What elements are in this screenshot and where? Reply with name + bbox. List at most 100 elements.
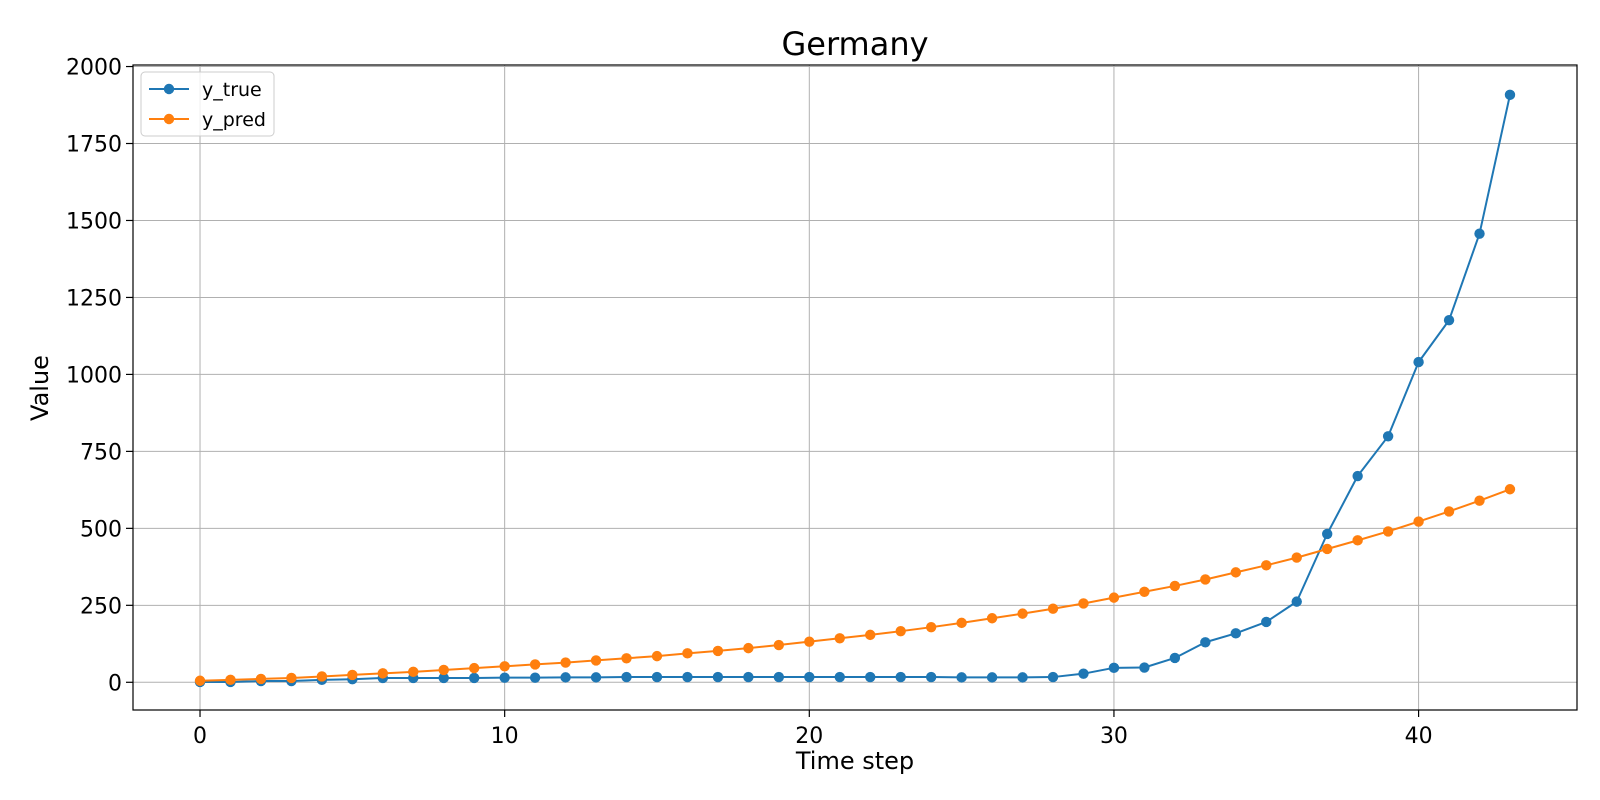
- data-point: [1261, 560, 1272, 571]
- data-point: [438, 672, 449, 684]
- y-tick-label: 2000: [66, 56, 122, 81]
- data-point: [560, 657, 571, 668]
- data-point: [1291, 552, 1302, 563]
- data-point: [651, 650, 663, 662]
- data-point: [1078, 668, 1089, 679]
- data-point: [1169, 652, 1181, 664]
- data-point: [743, 671, 754, 683]
- x-tick-label: 10: [491, 724, 519, 749]
- data-point: [1261, 616, 1272, 628]
- data-point: [590, 672, 602, 683]
- data-point: [743, 642, 754, 654]
- data-point: [590, 655, 602, 666]
- data-point: [1230, 628, 1242, 639]
- x-tick-label: 0: [193, 724, 207, 749]
- data-point: [1169, 580, 1181, 592]
- y-tick-label: 1250: [66, 286, 122, 311]
- legend-item: y_true: [149, 79, 262, 101]
- y-tick-label: 1750: [66, 133, 122, 158]
- data-point: [1382, 431, 1394, 442]
- y-tick-label: 250: [80, 594, 122, 619]
- data-point: [682, 648, 693, 659]
- data-point: [408, 666, 419, 678]
- data-point: [1078, 598, 1089, 609]
- data-point: [834, 633, 845, 644]
- data-point: [1443, 315, 1455, 326]
- data-point: [712, 671, 724, 683]
- data-point: [1413, 356, 1424, 368]
- data-point: [834, 671, 845, 683]
- data-point: [377, 668, 389, 679]
- data-point: [468, 672, 480, 684]
- data-point: [712, 645, 724, 657]
- data-point: [1321, 543, 1333, 555]
- x-axis-title: Time step: [795, 747, 914, 775]
- x-tick-label: 30: [1100, 724, 1128, 749]
- data-point: [1047, 671, 1059, 683]
- series-layer: [194, 89, 1516, 688]
- data-point: [804, 671, 815, 683]
- plot-frame: [132, 64, 1578, 711]
- data-point: [1108, 592, 1120, 603]
- y-tick-label: 1500: [66, 209, 122, 234]
- data-point: [1504, 484, 1516, 495]
- data-point: [651, 671, 663, 683]
- legend-marker: [163, 113, 175, 125]
- data-point: [1321, 528, 1333, 540]
- data-point: [804, 636, 815, 647]
- data-point: [468, 662, 480, 674]
- data-point: [773, 639, 785, 651]
- data-point: [986, 672, 998, 683]
- series-y-pred: [194, 484, 1516, 686]
- data-point: [499, 661, 510, 672]
- data-point: [621, 671, 632, 683]
- data-point: [986, 613, 998, 624]
- data-point: [682, 671, 693, 683]
- series-y-true: [194, 89, 1516, 688]
- y-axis-title: Value: [26, 355, 54, 421]
- legend: y_true y_pred: [140, 71, 275, 137]
- data-point: [1200, 574, 1211, 585]
- chart-title: Germany: [781, 25, 928, 63]
- data-point: [1200, 637, 1211, 648]
- data-point: [499, 672, 510, 683]
- data-point: [255, 673, 267, 685]
- data-point: [1352, 470, 1363, 482]
- y-tick-label: 750: [80, 440, 122, 465]
- data-point: [865, 671, 876, 683]
- x-tick-label: 20: [795, 724, 823, 749]
- data-point: [1291, 596, 1302, 607]
- data-point: [773, 671, 785, 683]
- data-point: [1230, 567, 1242, 578]
- data-point: [1352, 535, 1363, 546]
- data-point: [1443, 506, 1455, 517]
- legend-label: y_pred: [202, 109, 266, 131]
- data-point: [529, 659, 541, 670]
- data-point: [1474, 228, 1485, 239]
- data-point: [1139, 662, 1150, 673]
- legend-marker: [163, 83, 175, 95]
- data-point: [194, 675, 206, 686]
- data-point: [865, 629, 876, 641]
- data-point: [925, 671, 937, 683]
- data-point: [956, 617, 967, 629]
- data-point: [316, 671, 328, 682]
- y-axis: 0 250 500 750 1000 1250 1500 1750 2000: [66, 56, 133, 696]
- data-point: [925, 621, 937, 633]
- data-point: [1017, 672, 1028, 683]
- data-point: [560, 672, 571, 683]
- data-point: [1413, 516, 1424, 527]
- data-point: [347, 669, 358, 681]
- data-point: [225, 674, 236, 686]
- legend-item: y_pred: [149, 109, 266, 131]
- data-point: [1382, 526, 1394, 537]
- data-point: [1139, 586, 1150, 597]
- data-point: [895, 671, 906, 683]
- data-point: [956, 672, 967, 683]
- x-tick-label: 40: [1405, 724, 1433, 749]
- data-point: [1108, 662, 1120, 674]
- data-point: [286, 672, 297, 684]
- data-point: [621, 653, 632, 664]
- y-tick-label: 1000: [66, 363, 122, 388]
